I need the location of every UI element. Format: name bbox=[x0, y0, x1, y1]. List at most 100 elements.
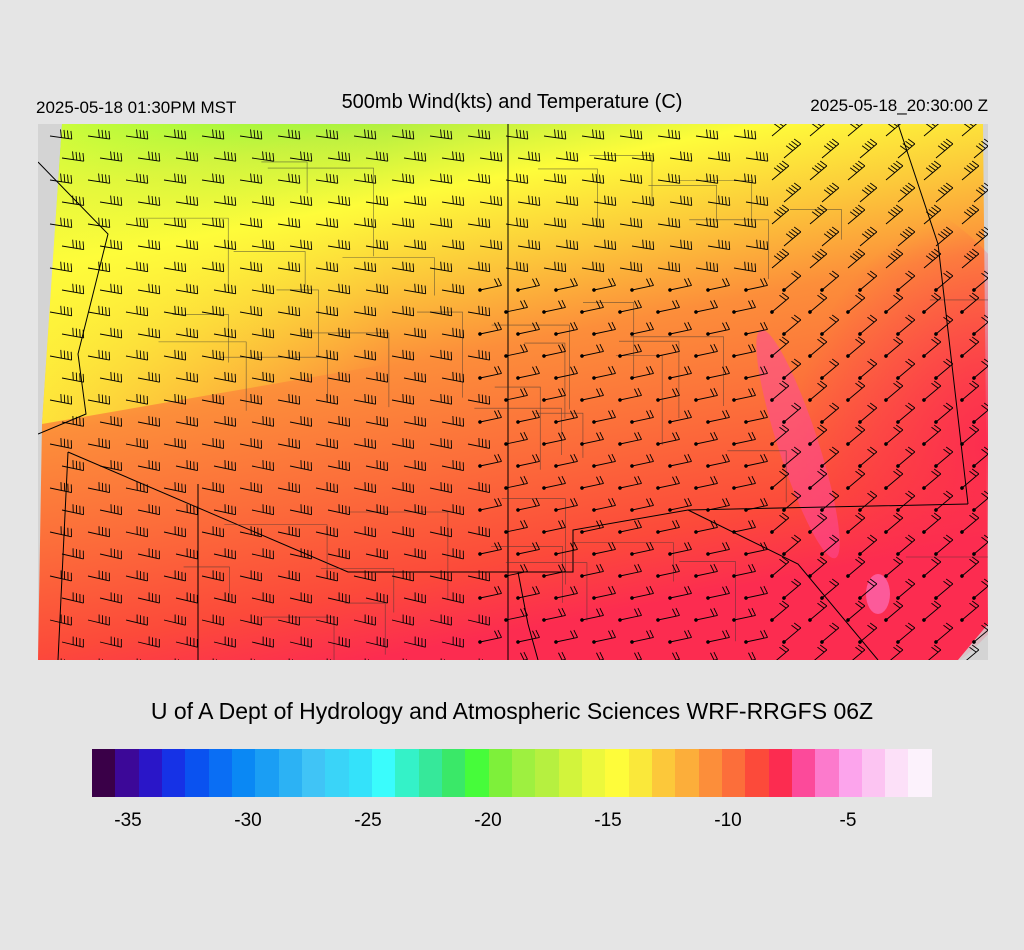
colorbar-swatch bbox=[861, 749, 886, 797]
wind-barb bbox=[327, 548, 350, 560]
wind-barb bbox=[99, 592, 122, 604]
wind-barb bbox=[516, 497, 540, 512]
wind-barb bbox=[923, 644, 942, 660]
wind-barb bbox=[808, 512, 828, 534]
wind-barb bbox=[782, 578, 802, 600]
wind-barb bbox=[934, 578, 954, 600]
wind-barb bbox=[885, 204, 904, 225]
wind-barb bbox=[87, 261, 111, 273]
wind-barb bbox=[239, 349, 263, 361]
colorbar-swatch bbox=[721, 749, 746, 797]
wind-barb bbox=[467, 173, 491, 184]
wind-barb bbox=[99, 239, 123, 251]
wind-barb bbox=[239, 129, 263, 140]
colorbar-swatch bbox=[675, 749, 699, 797]
colorbar-swatch bbox=[115, 749, 139, 797]
wind-barb bbox=[922, 512, 942, 534]
wind-barb bbox=[618, 387, 642, 402]
county-line bbox=[689, 219, 769, 280]
wind-barb bbox=[504, 519, 528, 534]
wind-barb bbox=[391, 614, 414, 626]
county-line bbox=[158, 341, 247, 411]
county-line bbox=[619, 340, 680, 419]
wind-barb bbox=[61, 460, 84, 471]
county-line bbox=[344, 602, 386, 655]
wind-barb bbox=[554, 277, 578, 292]
wind-barb bbox=[782, 490, 802, 512]
wind-barb bbox=[542, 607, 566, 622]
wind-barb bbox=[783, 226, 802, 247]
wind-barb bbox=[770, 468, 790, 490]
wind-barb bbox=[467, 349, 491, 361]
colorbar-tick-label: -10 bbox=[714, 810, 742, 831]
wind-barb bbox=[884, 336, 904, 358]
wind-barb bbox=[478, 497, 502, 512]
wind-barb bbox=[770, 336, 790, 358]
wind-barb bbox=[201, 129, 225, 140]
wind-barb bbox=[504, 343, 528, 358]
colorbar-swatch bbox=[791, 749, 816, 797]
wind-barb bbox=[707, 195, 731, 206]
wind-barb bbox=[884, 468, 904, 490]
wind-barb bbox=[429, 173, 453, 184]
wind-barb bbox=[391, 393, 415, 405]
wind-barb bbox=[467, 217, 491, 228]
wind-barb bbox=[315, 393, 339, 405]
wind-barb bbox=[391, 261, 415, 273]
wind-barb bbox=[137, 327, 161, 339]
county-line bbox=[300, 332, 390, 408]
wind-barb bbox=[782, 534, 802, 556]
wind-barb bbox=[846, 336, 866, 358]
wind-barb bbox=[554, 629, 578, 644]
wind-barb bbox=[364, 658, 370, 660]
wind-barb bbox=[934, 314, 954, 336]
wind-barb bbox=[429, 393, 453, 405]
temperature-shading bbox=[38, 124, 988, 660]
wind-barb bbox=[695, 651, 718, 660]
wind-barb bbox=[732, 563, 756, 578]
wind-barb bbox=[315, 526, 338, 538]
wind-barb bbox=[49, 570, 72, 582]
wind-barb bbox=[49, 173, 73, 184]
wind-barb bbox=[239, 570, 262, 582]
wind-barb bbox=[656, 607, 680, 622]
wind-barb bbox=[429, 217, 453, 228]
county-line bbox=[630, 336, 724, 407]
wind-barb bbox=[391, 217, 415, 228]
wind-barb bbox=[961, 204, 980, 225]
wind-barb bbox=[505, 129, 529, 140]
wind-barb bbox=[504, 431, 528, 446]
wind-barb bbox=[353, 349, 377, 361]
wind-barb bbox=[960, 424, 980, 446]
wind-barb bbox=[619, 217, 643, 228]
wind-barb bbox=[174, 658, 180, 660]
wind-barb bbox=[49, 526, 72, 538]
wind-barb bbox=[580, 431, 604, 446]
wind-barb bbox=[668, 365, 692, 380]
wind-barb bbox=[327, 504, 350, 516]
wind-barb bbox=[467, 129, 491, 140]
wind-barb bbox=[782, 314, 802, 336]
wind-barb bbox=[631, 195, 655, 206]
wind-barb bbox=[61, 548, 84, 560]
wind-barb bbox=[554, 365, 578, 380]
wind-barb bbox=[289, 548, 312, 560]
colorbar-swatch bbox=[208, 749, 232, 797]
wind-barb bbox=[213, 151, 237, 162]
wind-barb bbox=[251, 151, 275, 162]
wind-barb bbox=[694, 519, 718, 534]
wind-barb bbox=[581, 261, 605, 273]
wind-barb bbox=[289, 239, 313, 251]
wind-barb bbox=[125, 614, 148, 626]
colorbar-swatch bbox=[651, 749, 676, 797]
wind-barb bbox=[695, 261, 719, 273]
wind-barb bbox=[923, 124, 942, 137]
county-line bbox=[172, 314, 229, 363]
wind-barb bbox=[478, 321, 502, 336]
wind-barb bbox=[87, 393, 111, 405]
wind-barb bbox=[706, 321, 730, 336]
wind-barb bbox=[441, 504, 464, 516]
wind-barb bbox=[669, 151, 693, 162]
wind-barb bbox=[580, 607, 604, 622]
wind-barb bbox=[896, 358, 916, 380]
